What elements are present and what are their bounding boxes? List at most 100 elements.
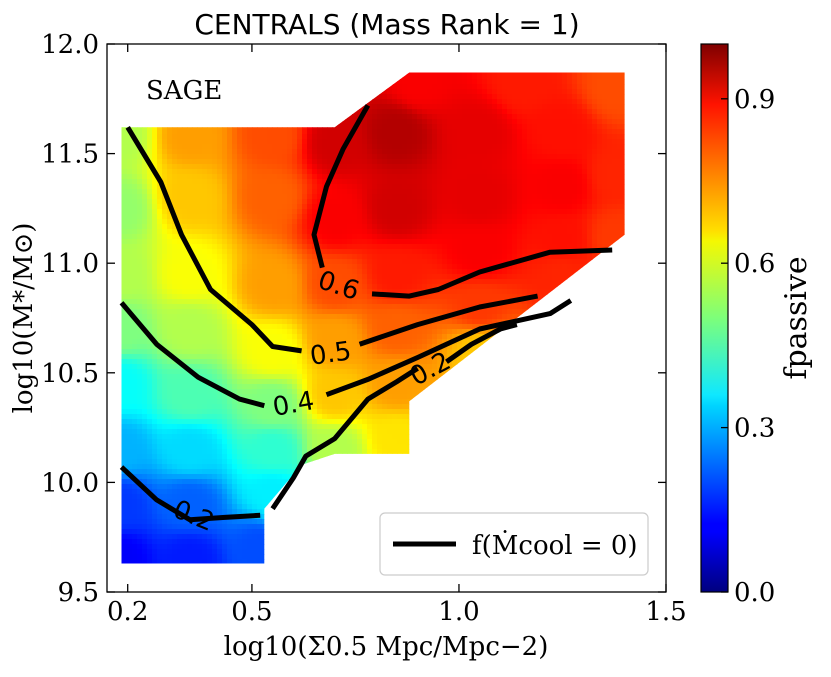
heatmap-cell [232,149,238,155]
heatmap-cell [292,269,298,275]
heatmap-cell [127,164,133,170]
heatmap-cell [322,164,328,170]
heatmap-cell [302,474,308,480]
heatmap-cell [147,194,153,200]
heatmap-cell [227,394,233,400]
heatmap-cell [292,484,298,490]
heatmap-cell [302,559,308,564]
heatmap-cell [277,464,283,470]
heatmap-cell [212,399,218,405]
heatmap-cell [157,394,163,400]
heatmap-cell [237,374,243,380]
heatmap-cell [202,524,208,530]
heatmap-cell [182,369,188,375]
heatmap-cell [282,309,288,315]
heatmap-cell [172,264,178,270]
heatmap-cell [187,129,193,135]
heatmap-cell [152,249,158,255]
heatmap-cell [257,104,263,110]
heatmap-cell [327,284,333,290]
heatmap-cell [272,449,278,455]
heatmap-cell [142,474,148,480]
heatmap-cell [287,72,293,75]
heatmap-cell [162,224,168,230]
heatmap-cell [167,344,173,350]
heatmap-cell [297,299,303,305]
heatmap-cell [242,299,248,305]
heatmap-cell [162,214,168,220]
heatmap-cell [242,389,248,395]
heatmap-cell [182,314,188,320]
heatmap-cell [202,449,208,455]
heatmap-cell [152,504,158,510]
heatmap-cell [137,259,143,265]
heatmap-cell [202,354,208,360]
heatmap-cell [177,179,183,185]
heatmap-cell [112,289,118,295]
heatmap-cell [127,329,133,335]
heatmap-cell [307,309,313,315]
heatmap-cell [192,59,198,65]
heatmap-cell [132,454,138,460]
heatmap-cell [237,54,243,60]
heatmap-cell [322,379,328,385]
heatmap-cell [232,354,238,360]
heatmap-cell [297,154,303,160]
heatmap-cell [172,294,178,300]
heatmap-cell [252,319,258,325]
heatmap-cell [157,194,163,200]
heatmap-cell [237,119,243,125]
heatmap-cell [247,384,253,390]
heatmap-cell [327,209,333,215]
heatmap-cell [122,429,128,435]
heatmap-cell [277,359,283,365]
heatmap-cell [112,379,118,385]
heatmap-cell [192,359,198,365]
heatmap-cell [137,544,143,550]
heatmap-cell [267,544,273,550]
heatmap-cell [142,229,148,235]
heatmap-cell [132,199,138,205]
heatmap-cell [107,199,113,205]
heatmap-cell [277,534,283,540]
heatmap-cell [122,344,128,350]
heatmap-cell [177,374,183,380]
heatmap-cell [237,44,243,50]
heatmap-cell [297,384,303,390]
heatmap-cell [207,534,213,540]
heatmap-cell [132,324,138,330]
heatmap-cell [237,459,243,465]
heatmap-cell [237,574,243,580]
heatmap-cell [157,454,163,460]
heatmap-cell [147,349,153,355]
heatmap-cell [262,499,268,505]
heatmap-cell [287,514,293,520]
heatmap-cell [152,149,158,155]
heatmap-cell [272,319,278,325]
heatmap-cell [147,439,153,445]
heatmap-cell [147,464,153,470]
heatmap-cell [112,444,118,450]
heatmap-cell [212,169,218,175]
heatmap-cell [282,74,288,80]
heatmap-cell [317,359,323,365]
heatmap-cell [112,49,118,55]
heatmap-cell [277,459,283,465]
heatmap-cell [317,549,323,555]
heatmap-cell [292,54,298,60]
heatmap-cell [247,189,253,195]
heatmap-cell [327,154,333,160]
heatmap-cell [222,179,228,185]
heatmap-cell [297,444,303,450]
heatmap-cell [182,244,188,250]
heatmap-cell [317,429,323,435]
heatmap-cell [152,289,158,295]
heatmap-cell [327,159,333,165]
heatmap-cell [247,72,253,75]
heatmap-cell [142,184,148,190]
heatmap-cell [152,319,158,325]
heatmap-cell [187,119,193,125]
heatmap-cell [122,309,128,315]
heatmap-cell [297,249,303,255]
heatmap-cell [227,419,233,425]
